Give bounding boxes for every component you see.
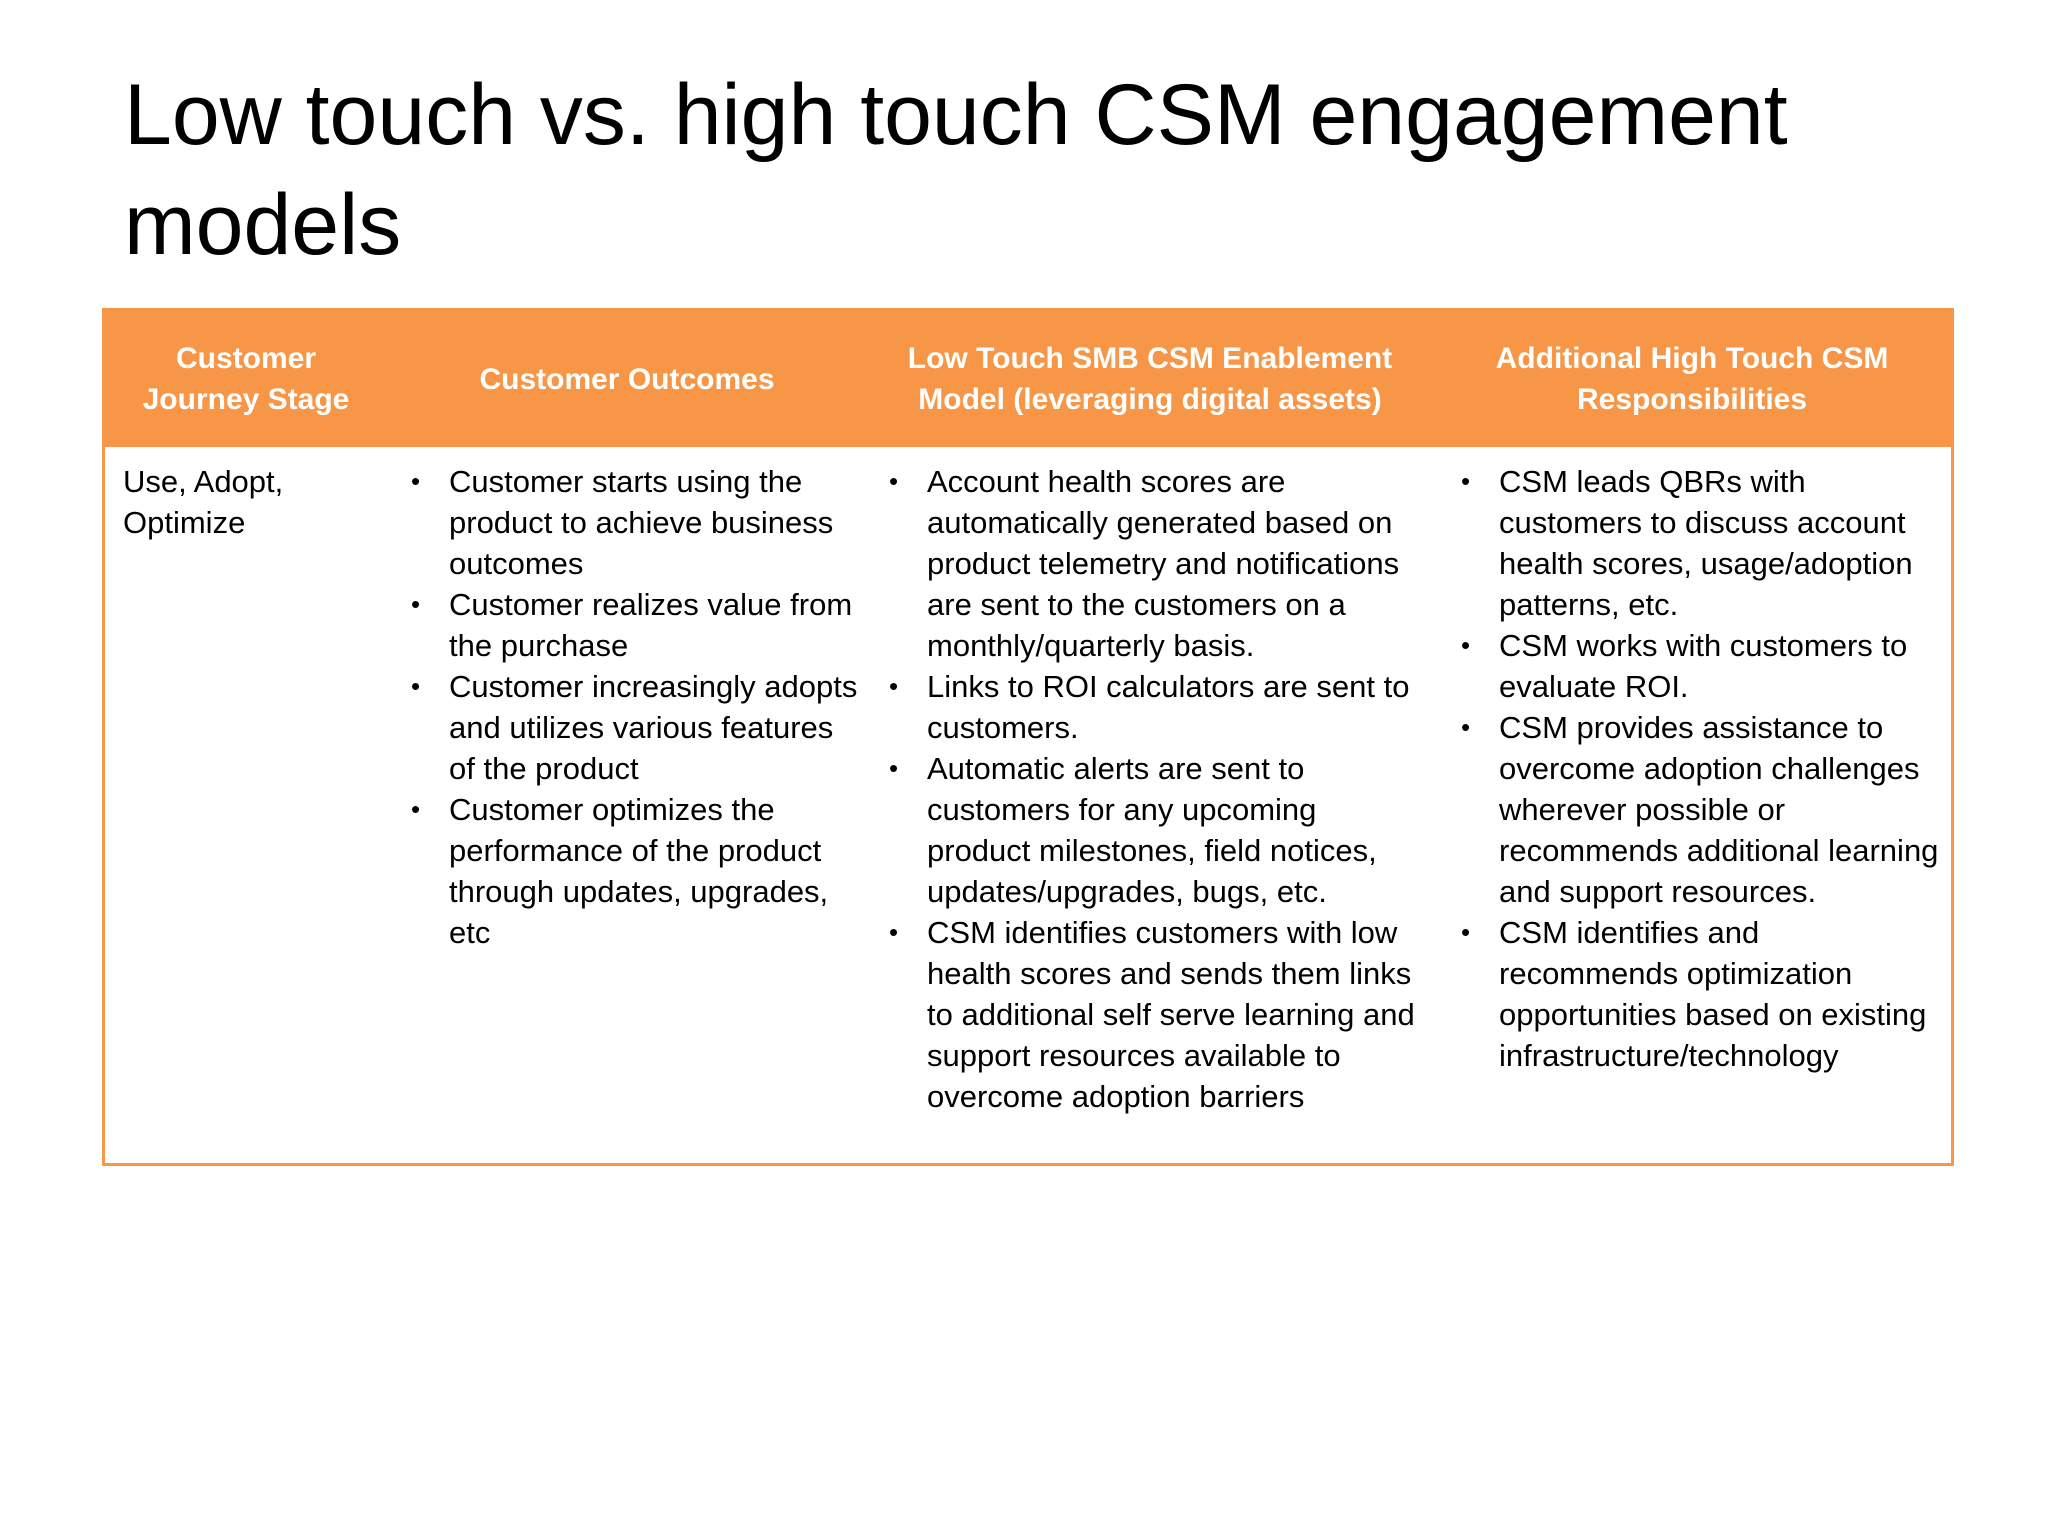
high-touch-list: CSM leads QBRs with customers to discuss… <box>1455 461 1945 1076</box>
stage-text: Use, Adopt, Optimize <box>123 464 284 540</box>
slide-title: Low touch vs. high touch CSM engagement … <box>124 67 1788 273</box>
list-item: Automatic alerts are sent to customers f… <box>883 748 1423 912</box>
list-item: CSM works with customers to evaluate ROI… <box>1455 625 1945 707</box>
list-item: CSM identifies customers with low health… <box>883 912 1423 1117</box>
cell-outcomes: Customer starts using the product to ach… <box>387 447 867 1117</box>
header-customer-outcomes: Customer Outcomes <box>479 362 775 396</box>
header-low-touch-model: Low Touch SMB CSM Enablement Model (leve… <box>907 342 1393 416</box>
table-header-row: Customer Journey Stage Customer Outcomes… <box>105 311 1951 447</box>
list-item: CSM leads QBRs with customers to discuss… <box>1455 461 1945 625</box>
engagement-models-table: Customer Journey Stage Customer Outcomes… <box>102 308 1954 1166</box>
cell-low-touch: Account health scores are automatically … <box>867 447 1433 1117</box>
header-customer-journey-stage: Customer Journey Stage <box>142 342 350 416</box>
header-high-touch-responsibilities: Additional High Touch CSM Responsibiliti… <box>1495 342 1889 416</box>
list-item: Customer increasingly adopts and utilize… <box>405 666 861 789</box>
outcomes-list: Customer starts using the product to ach… <box>405 461 861 953</box>
table-row: Use, Adopt, Optimize Customer starts usi… <box>105 447 1951 1117</box>
list-item: Customer optimizes the performance of th… <box>405 789 861 953</box>
low-touch-list: Account health scores are automatically … <box>883 461 1423 1117</box>
list-item: Links to ROI calculators are sent to cus… <box>883 666 1423 748</box>
list-item: Customer realizes value from the purchas… <box>405 584 861 666</box>
list-item: CSM identifies and recommends optimizati… <box>1455 912 1945 1076</box>
list-item: Customer starts using the product to ach… <box>405 461 861 584</box>
cell-stage: Use, Adopt, Optimize <box>105 447 387 1117</box>
list-item: CSM provides assistance to overcome adop… <box>1455 707 1945 912</box>
cell-high-touch: CSM leads QBRs with customers to discuss… <box>1433 447 1951 1117</box>
list-item: Account health scores are automatically … <box>883 461 1423 666</box>
